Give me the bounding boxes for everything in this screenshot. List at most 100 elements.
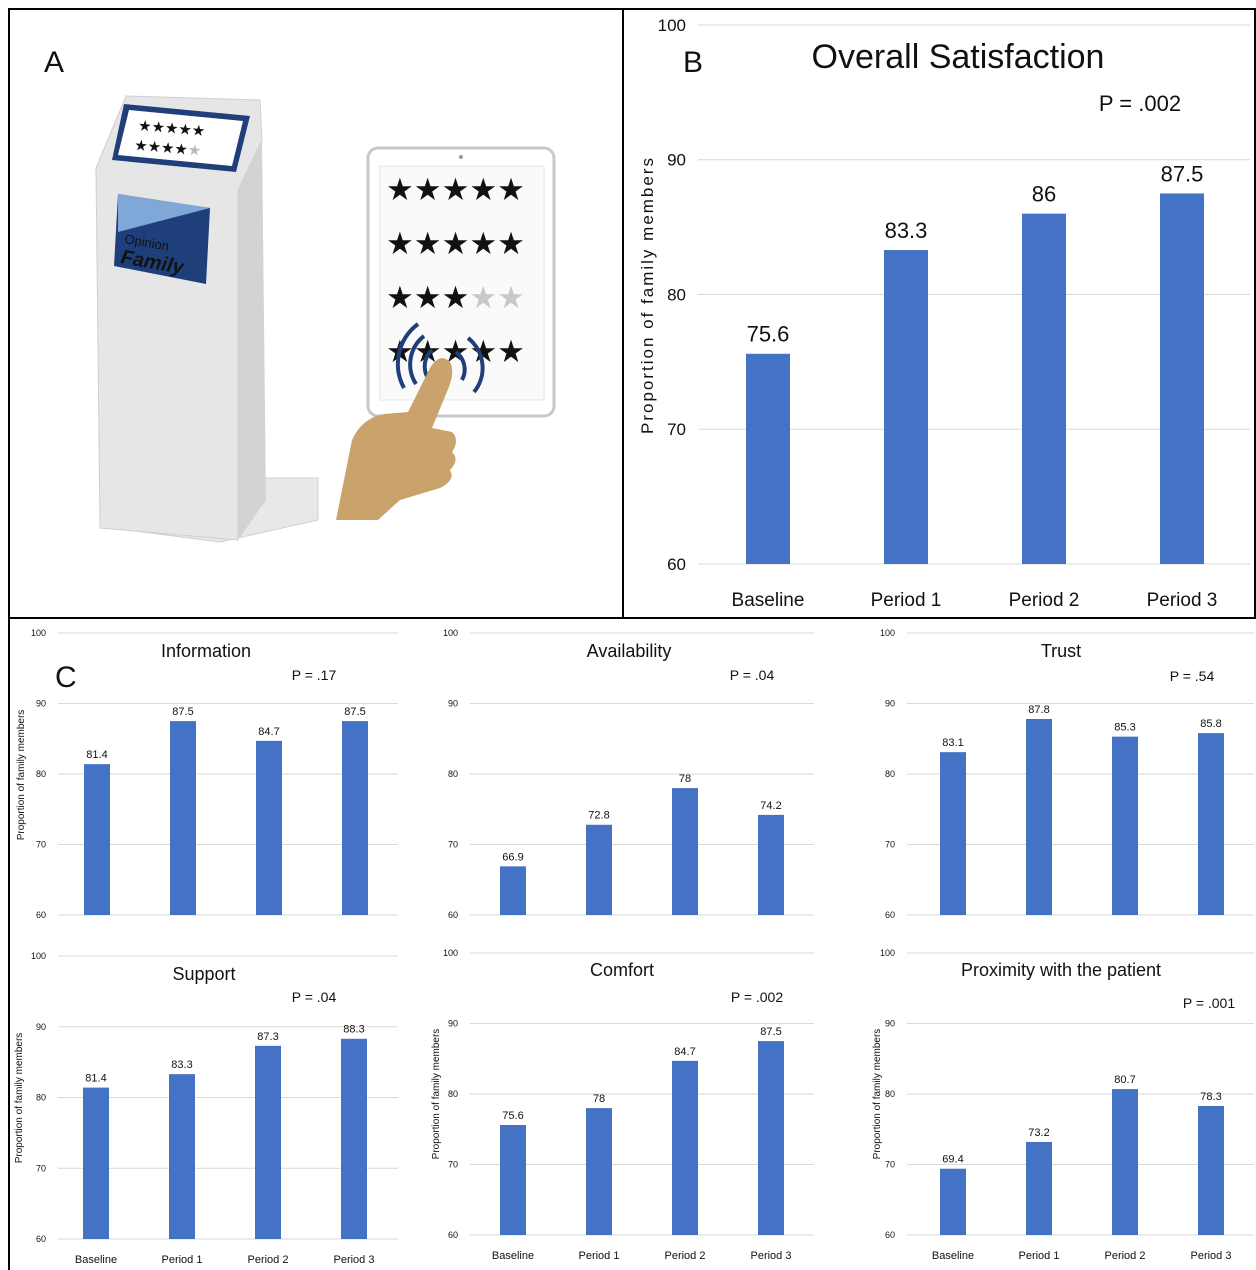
bar [1160,193,1204,564]
chart-c2: 60 70 80 90 100 66.9 72.8 78 74.2 Availability P =… [443,628,814,920]
bar [758,814,784,915]
data-label: 83.3 [885,218,928,243]
panel-label: B [683,46,703,79]
panel-a-illustration: A ★★★★★ ★★★★★ Opinion Family ★★★★★ ★★★★★… [44,46,556,543]
x-tick-label: Period 3 [1147,590,1218,611]
bar [586,824,612,915]
y-tick-label: 90 [885,699,895,709]
bar [500,1125,526,1235]
chart-c3: 60 70 80 90 100 83.1 87.8 85.3 85.8 Trust P = .54 [880,628,1254,920]
y-tick-label: 70 [448,840,458,850]
y-tick-label: 100 [31,951,46,961]
bar [940,1168,966,1235]
data-label: 81.4 [86,749,107,761]
bar [1022,213,1066,564]
p-value: P = .001 [1183,995,1236,1011]
bar [746,353,790,564]
bar [84,764,110,915]
data-label: 87.5 [760,1026,781,1038]
data-label: 72.8 [588,810,609,822]
kiosk-body-shade [238,140,266,540]
data-label: 88.3 [343,1024,364,1036]
y-tick-label: 70 [885,840,895,850]
chart-b: 60 70 80 90 100 75.6 83.3 86 87.5 Baseline Period … [638,16,1250,611]
data-label: 84.7 [258,726,279,738]
data-label: 85.3 [1114,722,1135,734]
data-label: 80.7 [1114,1074,1135,1086]
y-axis-label: Proportion of family members [431,1029,442,1160]
y-axis-label: Proportion of family members [16,710,27,841]
tablet-camera [459,155,463,159]
chart-c4: 60 70 80 90 100 81.4 83.3 87.3 88.3 Baseline Perio… [14,951,398,1266]
data-label: 86 [1032,182,1056,207]
bar [1026,1141,1052,1235]
y-tick-label: 90 [448,699,458,709]
data-label: 87.5 [344,706,365,718]
data-label: 87.5 [172,706,193,718]
chart-title: Comfort [590,960,654,980]
y-axis-label: Proportion of family members [638,156,657,434]
panel-b-frame [622,8,1256,619]
y-tick-label: 60 [667,555,686,574]
p-value: P = .54 [1170,668,1215,684]
p-value: P = .04 [292,989,337,1005]
tablet-stars-row-1: ★★★★★ [386,172,525,207]
y-tick-label: 100 [31,628,46,638]
y-tick-label: 100 [443,628,458,638]
x-tick-label: Baseline [732,590,805,611]
chart-title: Overall Satisfaction [812,38,1105,76]
bar [341,1038,367,1239]
bar [940,752,966,915]
tablet-stars-row-2: ★★★★★ [386,226,525,261]
y-tick-label: 70 [448,1160,458,1170]
y-tick-label: 80 [448,1089,458,1099]
data-label: 75.6 [502,1110,523,1122]
y-tick-label: 60 [885,1230,895,1240]
x-tick-label: Period 2 [1009,590,1080,611]
x-tick-label: Baseline [492,1250,534,1262]
x-tick-label: Period 3 [334,1254,375,1266]
y-tick-label: 70 [36,840,46,850]
y-tick-label: 100 [880,628,895,638]
bar [1198,733,1224,915]
bar [672,1060,698,1235]
x-tick-label: Baseline [75,1254,117,1266]
charts-layer: 60 70 80 90 100 75.6 83.3 86 87.5 Baseline Period … [14,16,1254,1266]
bar [170,721,196,915]
y-tick-label: 70 [885,1160,895,1170]
y-tick-label: 70 [36,1163,46,1173]
data-label: 85.8 [1200,718,1221,730]
bar [500,866,526,915]
data-label: 87.8 [1028,704,1049,716]
y-tick-label: 90 [448,1019,458,1029]
p-value: P = .04 [730,667,775,683]
data-label: 78 [679,773,691,785]
bar [884,250,928,564]
data-label: 66.9 [502,851,523,863]
data-label: 78.3 [1200,1091,1221,1103]
bar [255,1045,281,1239]
data-label: 78 [593,1093,605,1105]
x-tick-label: Period 1 [871,590,942,611]
chart-title: Information [161,641,251,661]
y-tick-label: 80 [885,769,895,779]
chart-title: Proximity with the patient [961,960,1161,980]
touch-wave-mid [408,334,426,386]
tablet-stars-row-3: ★★★★★ [386,280,525,315]
x-tick-label: Period 1 [1019,1250,1060,1262]
data-label: 87.3 [257,1031,278,1043]
panel-a-label: A [44,46,64,79]
bar [1026,719,1052,915]
chart-c5: 60 70 80 90 100 75.6 78 84.7 87.5 Baseline Period … [431,948,814,1262]
bar [342,721,368,915]
y-tick-label: 80 [36,1093,46,1103]
y-tick-label: 90 [36,699,46,709]
y-tick-label: 80 [885,1089,895,1099]
bar [1112,1089,1138,1235]
y-tick-label: 60 [36,1234,46,1244]
y-tick-label: 70 [667,420,686,439]
y-tick-label: 80 [667,285,686,304]
y-tick-label: 90 [885,1019,895,1029]
bar [83,1087,109,1239]
